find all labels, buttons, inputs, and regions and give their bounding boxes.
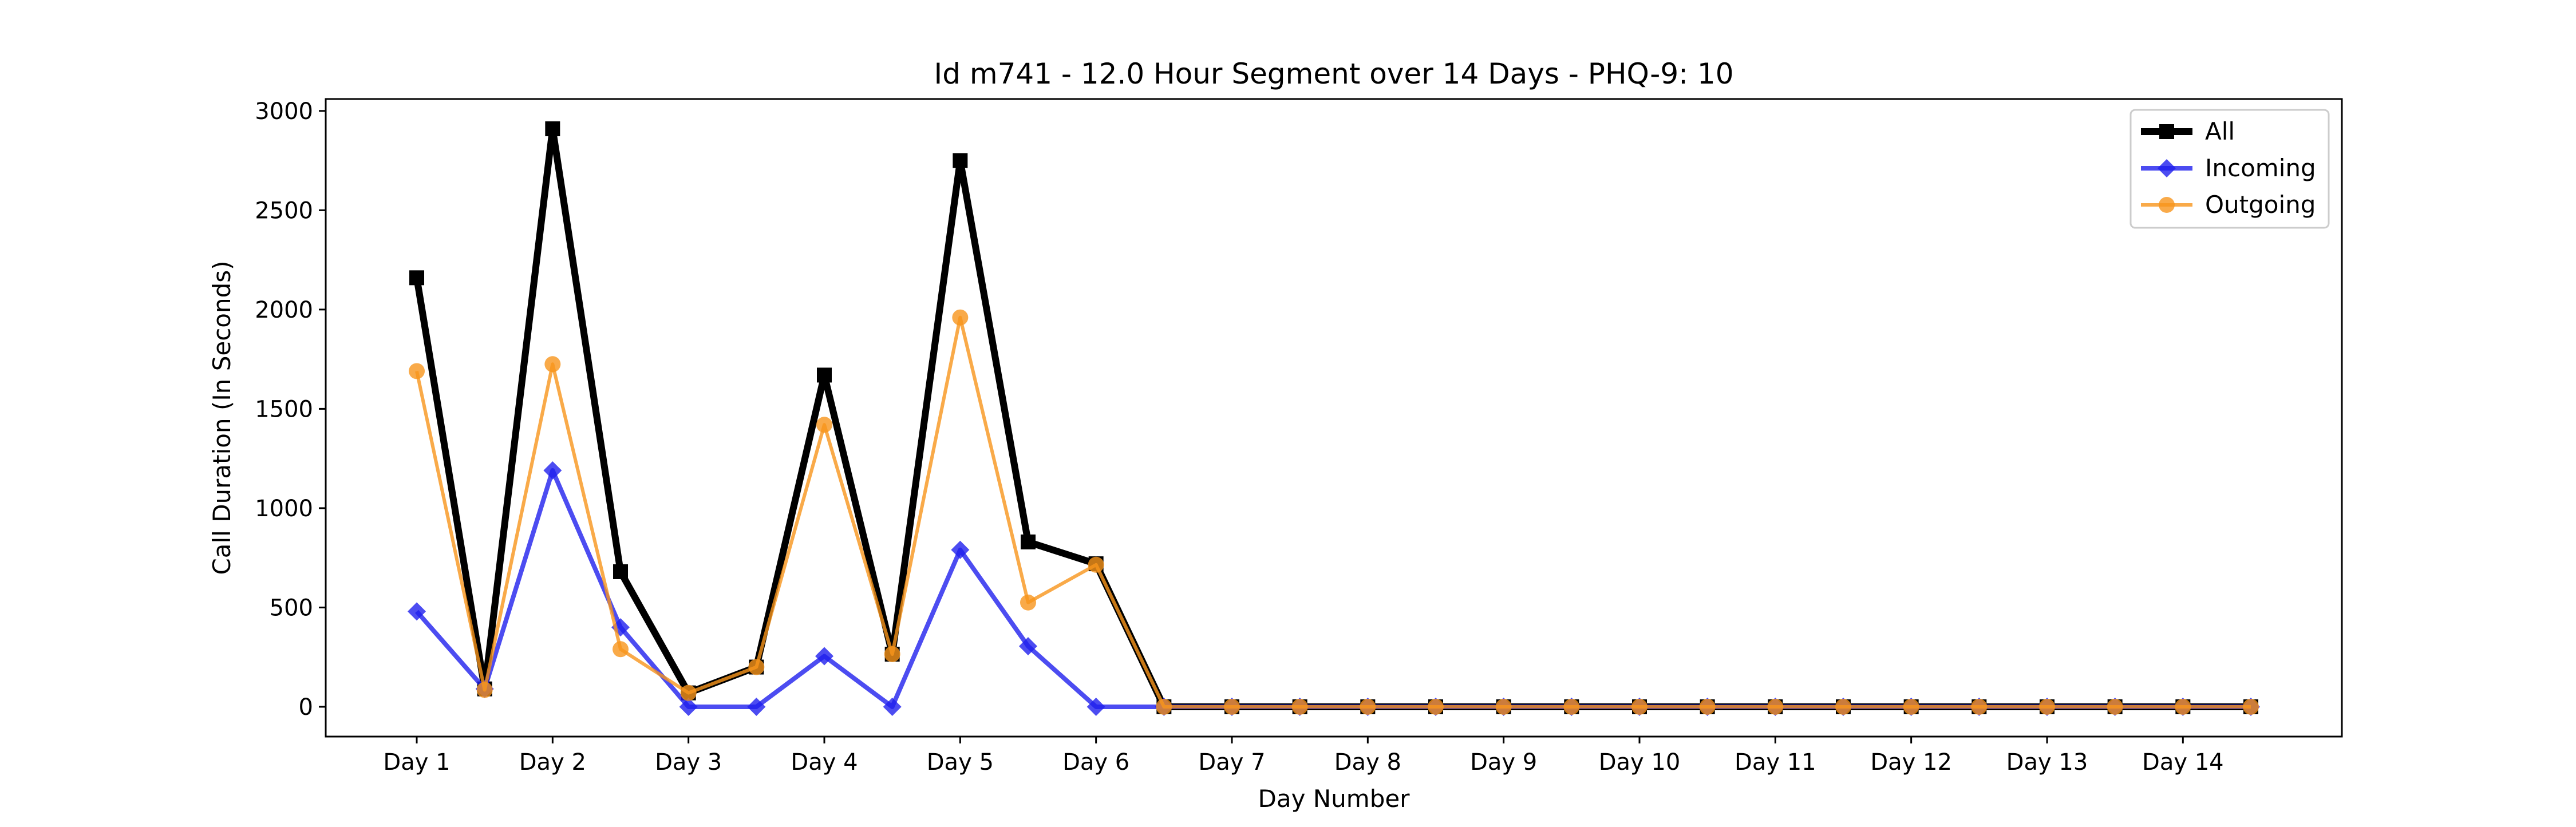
series-line — [415, 315, 2251, 709]
legend-entry-incoming: Incoming — [2141, 154, 2316, 182]
legend-label: All — [2205, 117, 2235, 145]
data-point — [408, 602, 426, 621]
data-point — [951, 540, 970, 559]
plot-frame — [325, 98, 2343, 738]
data-point — [1767, 698, 1784, 715]
series-line — [413, 125, 2251, 710]
legend-swatch-marker — [2159, 124, 2174, 139]
data-point — [476, 682, 493, 698]
x-tick-label: Day 2 — [519, 749, 586, 775]
data-point — [1224, 698, 1240, 715]
data-point — [545, 121, 560, 137]
data-point — [1563, 698, 1580, 715]
data-point — [816, 417, 833, 433]
x-tick-label: Day 13 — [2006, 749, 2088, 775]
x-tick-label: Day 4 — [791, 749, 858, 775]
data-point — [952, 309, 969, 326]
x-tick-label: Day 14 — [2142, 749, 2224, 775]
x-tick-label: Day 7 — [1198, 749, 1265, 775]
data-point — [1971, 698, 1988, 715]
legend-swatch-marker — [2159, 197, 2175, 213]
y-tick-label: 500 — [270, 595, 313, 621]
data-point — [1903, 698, 1919, 715]
data-point — [1156, 698, 1172, 715]
data-point — [409, 363, 425, 379]
data-point — [1086, 697, 1105, 716]
data-point — [815, 647, 834, 666]
x-tick-label: Day 1 — [383, 749, 450, 775]
legend-entry-all: All — [2141, 117, 2235, 145]
y-tick-label: 2500 — [255, 197, 313, 224]
x-tick-label: Day 5 — [927, 749, 994, 775]
legend-label: Outgoing — [2205, 191, 2316, 219]
legend-swatch-marker — [2158, 159, 2176, 177]
chart-title: Id m741 - 12.0 Hour Segment over 14 Days… — [934, 57, 1733, 90]
data-point — [1021, 534, 1036, 549]
x-axis-label: Day Number — [1258, 785, 1410, 813]
data-point — [953, 153, 968, 168]
data-point — [679, 697, 698, 716]
data-point — [1835, 698, 1851, 715]
data-point — [1088, 556, 1104, 573]
x-tick-label: Day 11 — [1735, 749, 1816, 775]
data-point — [613, 564, 629, 579]
data-point — [2038, 698, 2055, 715]
data-point — [409, 270, 425, 286]
data-point — [817, 367, 832, 383]
series-incoming — [408, 461, 2260, 716]
legend-box — [2129, 109, 2330, 229]
data-point — [544, 356, 561, 373]
data-point — [1427, 698, 1444, 715]
data-point — [2107, 698, 2123, 715]
data-point — [1020, 594, 1037, 611]
data-point — [884, 646, 900, 662]
data-point — [1291, 698, 1308, 715]
y-tick-label: 0 — [299, 694, 313, 721]
data-point — [1019, 637, 1038, 656]
y-axis-label: Call Duration (In Seconds) — [208, 260, 236, 575]
series-line — [415, 468, 2251, 709]
x-tick-label: Day 10 — [1599, 749, 1681, 775]
data-point — [1360, 698, 1376, 715]
data-point — [2242, 698, 2259, 715]
legend-entry-outgoing: Outgoing — [2141, 191, 2316, 219]
y-axis-ticks: 0 500 1000 1500 2000 2500 3000 — [255, 98, 326, 721]
data-point — [680, 684, 697, 701]
y-tick-label: 1500 — [255, 396, 313, 422]
data-point — [1699, 698, 1716, 715]
x-axis-ticks: Day 1 Day 2 Day 3 Day 4 Day 5 Day 6 Day 7 Day 8… — [383, 737, 2224, 775]
data-point — [543, 461, 562, 480]
data-point — [2175, 698, 2191, 715]
x-tick-label: Day 12 — [1870, 749, 1952, 775]
data-point — [1495, 698, 1512, 715]
legend: All Incoming Outgoing — [2129, 109, 2330, 229]
data-point — [883, 697, 902, 716]
x-tick-label: Day 9 — [1470, 749, 1537, 775]
data-point — [613, 641, 629, 658]
series-layer — [408, 121, 2260, 716]
y-tick-label: 2000 — [255, 297, 313, 323]
y-tick-label: 3000 — [255, 98, 313, 125]
y-tick-label: 1000 — [255, 496, 313, 522]
x-tick-label: Day 6 — [1062, 749, 1129, 775]
data-point — [747, 697, 766, 716]
series-outgoing — [409, 309, 2259, 715]
x-tick-label: Day 3 — [655, 749, 722, 775]
x-tick-label: Day 8 — [1334, 749, 1401, 775]
legend-label: Incoming — [2205, 154, 2316, 182]
series-all — [409, 121, 2258, 714]
data-point — [748, 659, 765, 675]
data-point — [1631, 698, 1647, 715]
